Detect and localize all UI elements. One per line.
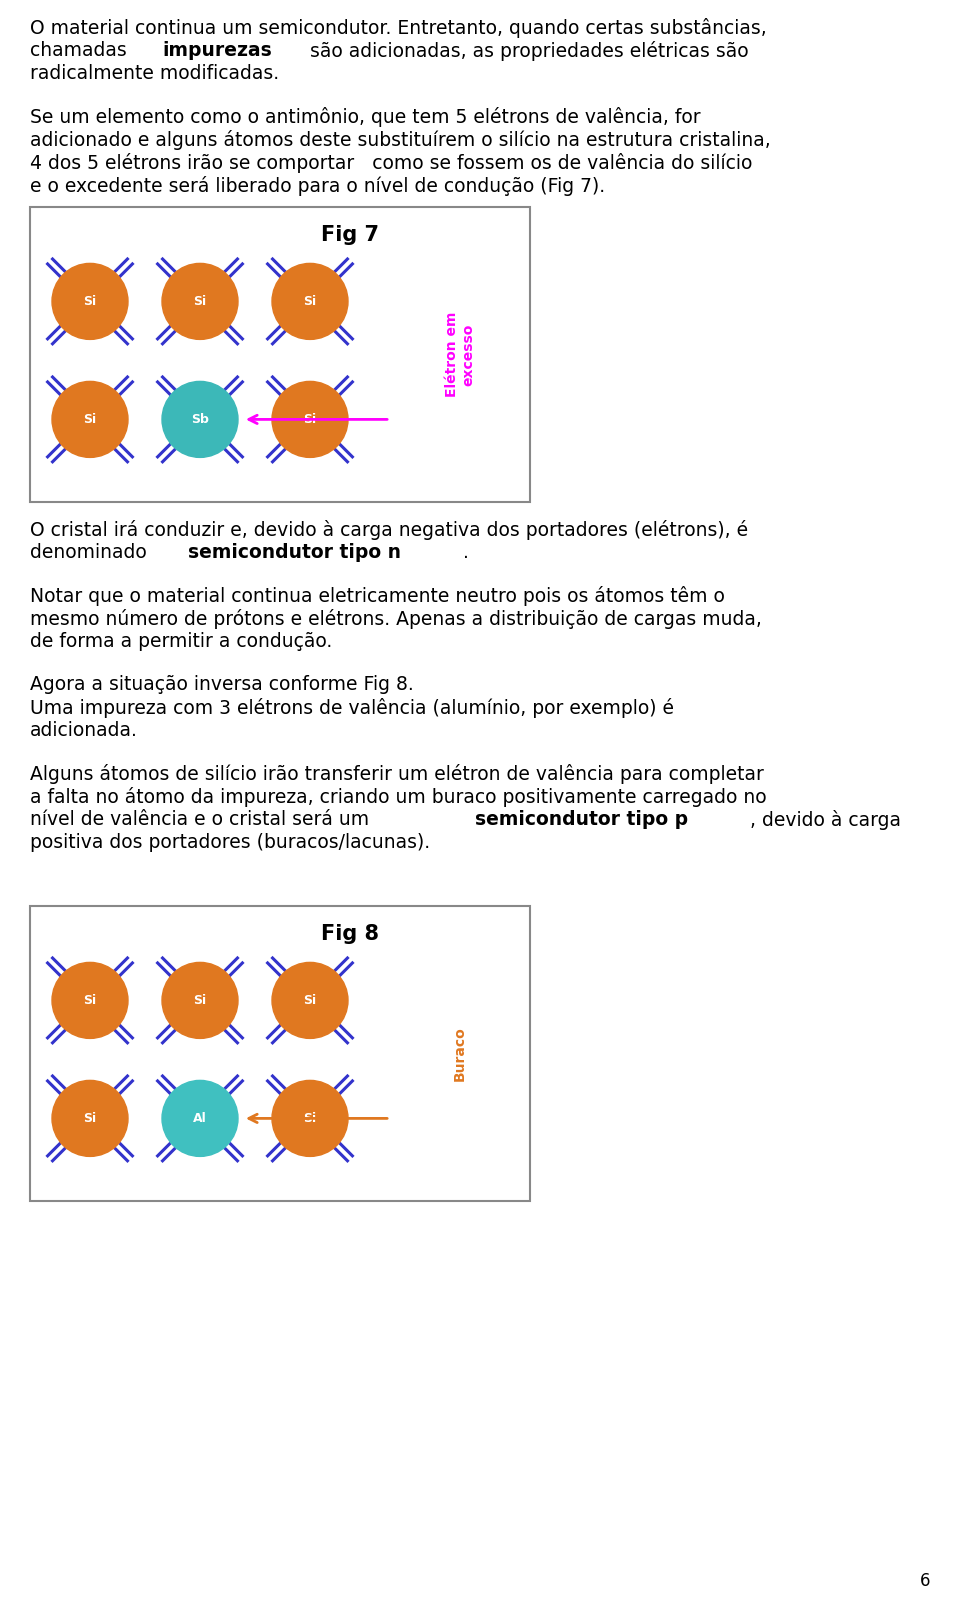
Text: adicionada.: adicionada.	[30, 721, 138, 740]
Text: Buraco: Buraco	[453, 1026, 467, 1081]
Text: nível de valência e o cristal será um: nível de valência e o cristal será um	[30, 810, 375, 829]
Text: Notar que o material continua eletricamente neutro pois os átomos têm o: Notar que o material continua eletricame…	[30, 586, 725, 606]
Text: Si: Si	[193, 994, 206, 1007]
Bar	[30, 206, 530, 502]
Bar	[30, 907, 530, 1202]
Text: Se um elemento como o antimônio, que tem 5 elétrons de valência, for: Se um elemento como o antimônio, que tem…	[30, 106, 701, 127]
Text: positiva dos portadores (buracos/lacunas).: positiva dos portadores (buracos/lacunas…	[30, 832, 430, 852]
Text: Si: Si	[303, 1111, 317, 1124]
Text: denominado: denominado	[30, 544, 153, 561]
Circle shape	[272, 963, 348, 1039]
Circle shape	[162, 1081, 238, 1157]
Text: a falta no átomo da impureza, criando um buraco positivamente carregado no: a falta no átomo da impureza, criando um…	[30, 787, 767, 806]
Circle shape	[52, 1081, 128, 1157]
Circle shape	[52, 381, 128, 458]
Text: adicionado e alguns átomos deste substituírem o silício na estrutura cristalina,: adicionado e alguns átomos deste substit…	[30, 131, 771, 150]
Text: de forma a permitir a condução.: de forma a permitir a condução.	[30, 632, 332, 652]
Circle shape	[162, 381, 238, 458]
Text: Si: Si	[303, 295, 317, 308]
Text: Elétron em
excesso: Elétron em excesso	[444, 311, 475, 397]
Text: Si: Si	[84, 295, 97, 308]
Text: impurezas: impurezas	[162, 40, 273, 60]
Text: O material continua um semicondutor. Entretanto, quando certas substâncias,: O material continua um semicondutor. Ent…	[30, 18, 767, 39]
Text: , devido à carga: , devido à carga	[751, 810, 901, 831]
Circle shape	[162, 963, 238, 1039]
Text: Alguns átomos de silício irão transferir um elétron de valência para completar: Alguns átomos de silício irão transferir…	[30, 765, 764, 784]
Text: semicondutor tipo n: semicondutor tipo n	[188, 544, 401, 561]
Text: O cristal irá conduzir e, devido à carga negativa dos portadores (elétrons), é: O cristal irá conduzir e, devido à carga…	[30, 519, 748, 540]
Circle shape	[162, 263, 238, 339]
Text: Agora a situação inversa conforme Fig 8.: Agora a situação inversa conforme Fig 8.	[30, 674, 414, 694]
Circle shape	[52, 263, 128, 339]
Circle shape	[272, 263, 348, 339]
Circle shape	[272, 1081, 348, 1157]
Text: chamadas: chamadas	[30, 40, 132, 60]
Text: Al: Al	[193, 1111, 206, 1124]
Text: Uma impureza com 3 elétrons de valência (alumínio, por exemplo) é: Uma impureza com 3 elétrons de valência …	[30, 698, 674, 718]
Text: Fig 7: Fig 7	[321, 224, 379, 245]
Text: .: .	[464, 544, 469, 561]
Text: Si: Si	[84, 994, 97, 1007]
Text: Si: Si	[84, 413, 97, 426]
Text: radicalmente modificadas.: radicalmente modificadas.	[30, 65, 279, 82]
Text: Si: Si	[193, 295, 206, 308]
Text: Si: Si	[84, 1111, 97, 1124]
Text: Si: Si	[303, 413, 317, 426]
Text: são adicionadas, as propriedades elétricas são: são adicionadas, as propriedades elétric…	[304, 40, 749, 61]
Text: semicondutor tipo p: semicondutor tipo p	[475, 810, 688, 829]
Circle shape	[52, 963, 128, 1039]
Text: 6: 6	[920, 1573, 930, 1590]
Text: mesmo número de prótons e elétrons. Apenas a distribuição de cargas muda,: mesmo número de prótons e elétrons. Apen…	[30, 610, 762, 629]
Circle shape	[272, 381, 348, 458]
Text: Fig 8: Fig 8	[321, 924, 379, 944]
Text: Si: Si	[303, 994, 317, 1007]
Text: 4 dos 5 elétrons irão se comportar   como se fossem os de valência do silício: 4 dos 5 elétrons irão se comportar como …	[30, 153, 753, 173]
Text: Sb: Sb	[191, 413, 209, 426]
Text: e o excedente será liberado para o nível de condução (Fig 7).: e o excedente será liberado para o nível…	[30, 176, 605, 197]
